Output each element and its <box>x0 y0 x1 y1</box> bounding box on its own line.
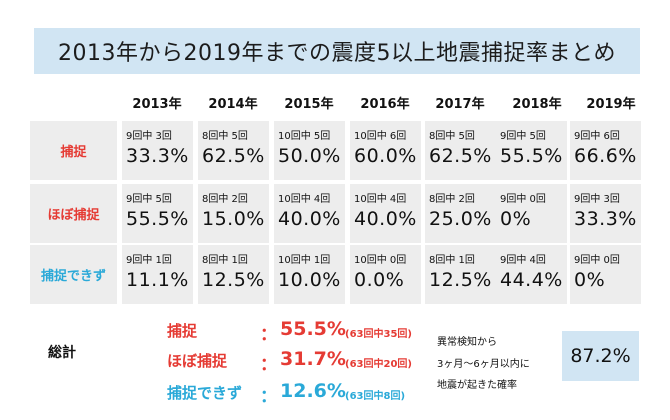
summary-percentage: 31.7% <box>280 348 346 370</box>
summary-colon: ： <box>260 387 277 407</box>
table-cell: 9回中 3回 33.3% <box>570 184 641 243</box>
cell-percentage: 50.0% <box>278 145 341 167</box>
year-header: 2018年 <box>512 97 562 112</box>
cell-percentage: 40.0% <box>278 208 341 230</box>
cell-percentage: 15.0% <box>202 208 265 230</box>
year-header: 2015年 <box>284 97 334 112</box>
cell-fraction: 9回中 6回 <box>574 131 620 142</box>
cell-fraction: 10回中 4回 <box>354 194 407 205</box>
table-cell: 10回中 4回 40.0% <box>274 184 345 243</box>
table-cell: 8回中 1回 12.5% <box>425 245 496 304</box>
year-header: 2019年 <box>586 97 636 112</box>
cell-fraction: 9回中 0回 <box>500 194 546 205</box>
cell-percentage: 40.0% <box>354 208 417 230</box>
cell-fraction: 9回中 3回 <box>126 131 172 142</box>
table-cell: 8回中 2回 15.0% <box>198 184 269 243</box>
table-cell: 8回中 5回 62.5% <box>425 121 496 180</box>
cell-fraction: 9回中 5回 <box>500 131 546 142</box>
cell-fraction: 9回中 5回 <box>126 194 172 205</box>
cell-percentage: 62.5% <box>202 145 265 167</box>
table-cell: 8回中 5回 62.5% <box>198 121 269 180</box>
table-cell: 9回中 6回 66.6% <box>570 121 641 180</box>
cell-percentage: 12.5% <box>429 269 492 291</box>
cell-fraction: 8回中 1回 <box>429 255 475 266</box>
table-cell: 10回中 0回 0.0% <box>350 245 421 304</box>
cell-fraction: 9回中 3回 <box>574 194 620 205</box>
cell-fraction: 9回中 0回 <box>574 255 620 266</box>
cell-percentage: 12.5% <box>202 269 265 291</box>
summary-count: (63回中20回) <box>345 359 412 370</box>
table-cell: 9回中 3回 33.3% <box>122 121 193 180</box>
row-label: 捕捉 <box>30 121 117 180</box>
cell-percentage: 33.3% <box>574 208 637 230</box>
summary-percentage: 55.5% <box>280 318 346 340</box>
total-label: 総計 <box>48 345 76 361</box>
cell-percentage: 0% <box>500 208 532 230</box>
cell-percentage: 33.3% <box>126 145 189 167</box>
cell-percentage: 10.0% <box>278 269 341 291</box>
cell-fraction: 10回中 6回 <box>354 131 407 142</box>
cell-percentage: 25.0% <box>429 208 492 230</box>
anomaly-text-line: 地震が起きた確率 <box>437 380 517 391</box>
cell-fraction: 10回中 5回 <box>278 131 331 142</box>
cell-percentage: 55.5% <box>126 208 189 230</box>
table-cell: 9回中 0回 0% <box>496 184 567 243</box>
cell-fraction: 8回中 1回 <box>202 255 248 266</box>
table-cell: 10回中 6回 60.0% <box>350 121 421 180</box>
cell-fraction: 10回中 1回 <box>278 255 331 266</box>
table-cell: 9回中 5回 55.5% <box>122 184 193 243</box>
summary-count: (63回中35回) <box>345 329 412 340</box>
table-cell: 10回中 5回 50.0% <box>274 121 345 180</box>
cell-percentage: 66.6% <box>574 145 637 167</box>
cell-fraction: 8回中 5回 <box>202 131 248 142</box>
year-header: 2016年 <box>360 97 410 112</box>
year-header: 2017年 <box>435 97 485 112</box>
summary-colon: ： <box>260 355 277 375</box>
final-probability-box: 87.2% <box>562 331 639 381</box>
table-cell: 9回中 0回 0% <box>570 245 641 304</box>
cell-percentage: 60.0% <box>354 145 417 167</box>
summary-count: (63回中8回) <box>345 391 406 402</box>
summary-name: 捕捉 <box>167 322 198 340</box>
row-label: ほぼ捕捉 <box>30 184 117 243</box>
table-cell: 10回中 1回 10.0% <box>274 245 345 304</box>
cell-percentage: 0.0% <box>354 269 405 291</box>
cell-percentage: 0% <box>574 269 606 291</box>
cell-percentage: 62.5% <box>429 145 492 167</box>
cell-fraction: 9回中 1回 <box>126 255 172 266</box>
anomaly-text-line: 3ヶ月〜6ヶ月以内に <box>437 359 530 370</box>
cell-fraction: 8回中 5回 <box>429 131 475 142</box>
cell-percentage: 11.1% <box>126 269 189 291</box>
cell-fraction: 10回中 0回 <box>354 255 407 266</box>
table-cell: 8回中 2回 25.0% <box>425 184 496 243</box>
cell-percentage: 44.4% <box>500 269 563 291</box>
table-cell: 10回中 4回 40.0% <box>350 184 421 243</box>
table-cell: 9回中 1回 11.1% <box>122 245 193 304</box>
table-cell: 8回中 1回 12.5% <box>198 245 269 304</box>
cell-fraction: 8回中 2回 <box>202 194 248 205</box>
cell-percentage: 55.5% <box>500 145 563 167</box>
anomaly-text-line: 異常検知から <box>437 337 497 348</box>
year-header: 2014年 <box>208 97 258 112</box>
cell-fraction: 9回中 4回 <box>500 255 546 266</box>
cell-fraction: 8回中 2回 <box>429 194 475 205</box>
summary-name: 捕捉できず <box>167 384 243 402</box>
summary-colon: ： <box>260 325 277 345</box>
cell-fraction: 10回中 4回 <box>278 194 331 205</box>
row-label: 捕捉できず <box>30 245 117 304</box>
year-header: 2013年 <box>132 97 182 112</box>
summary-name: ほぼ捕捉 <box>167 352 228 370</box>
table-cell: 9回中 5回 55.5% <box>496 121 567 180</box>
page-title: 2013年から2019年までの震度5以上地震捕捉率まとめ <box>34 28 640 74</box>
table-cell: 9回中 4回 44.4% <box>496 245 567 304</box>
summary-percentage: 12.6% <box>280 380 346 402</box>
